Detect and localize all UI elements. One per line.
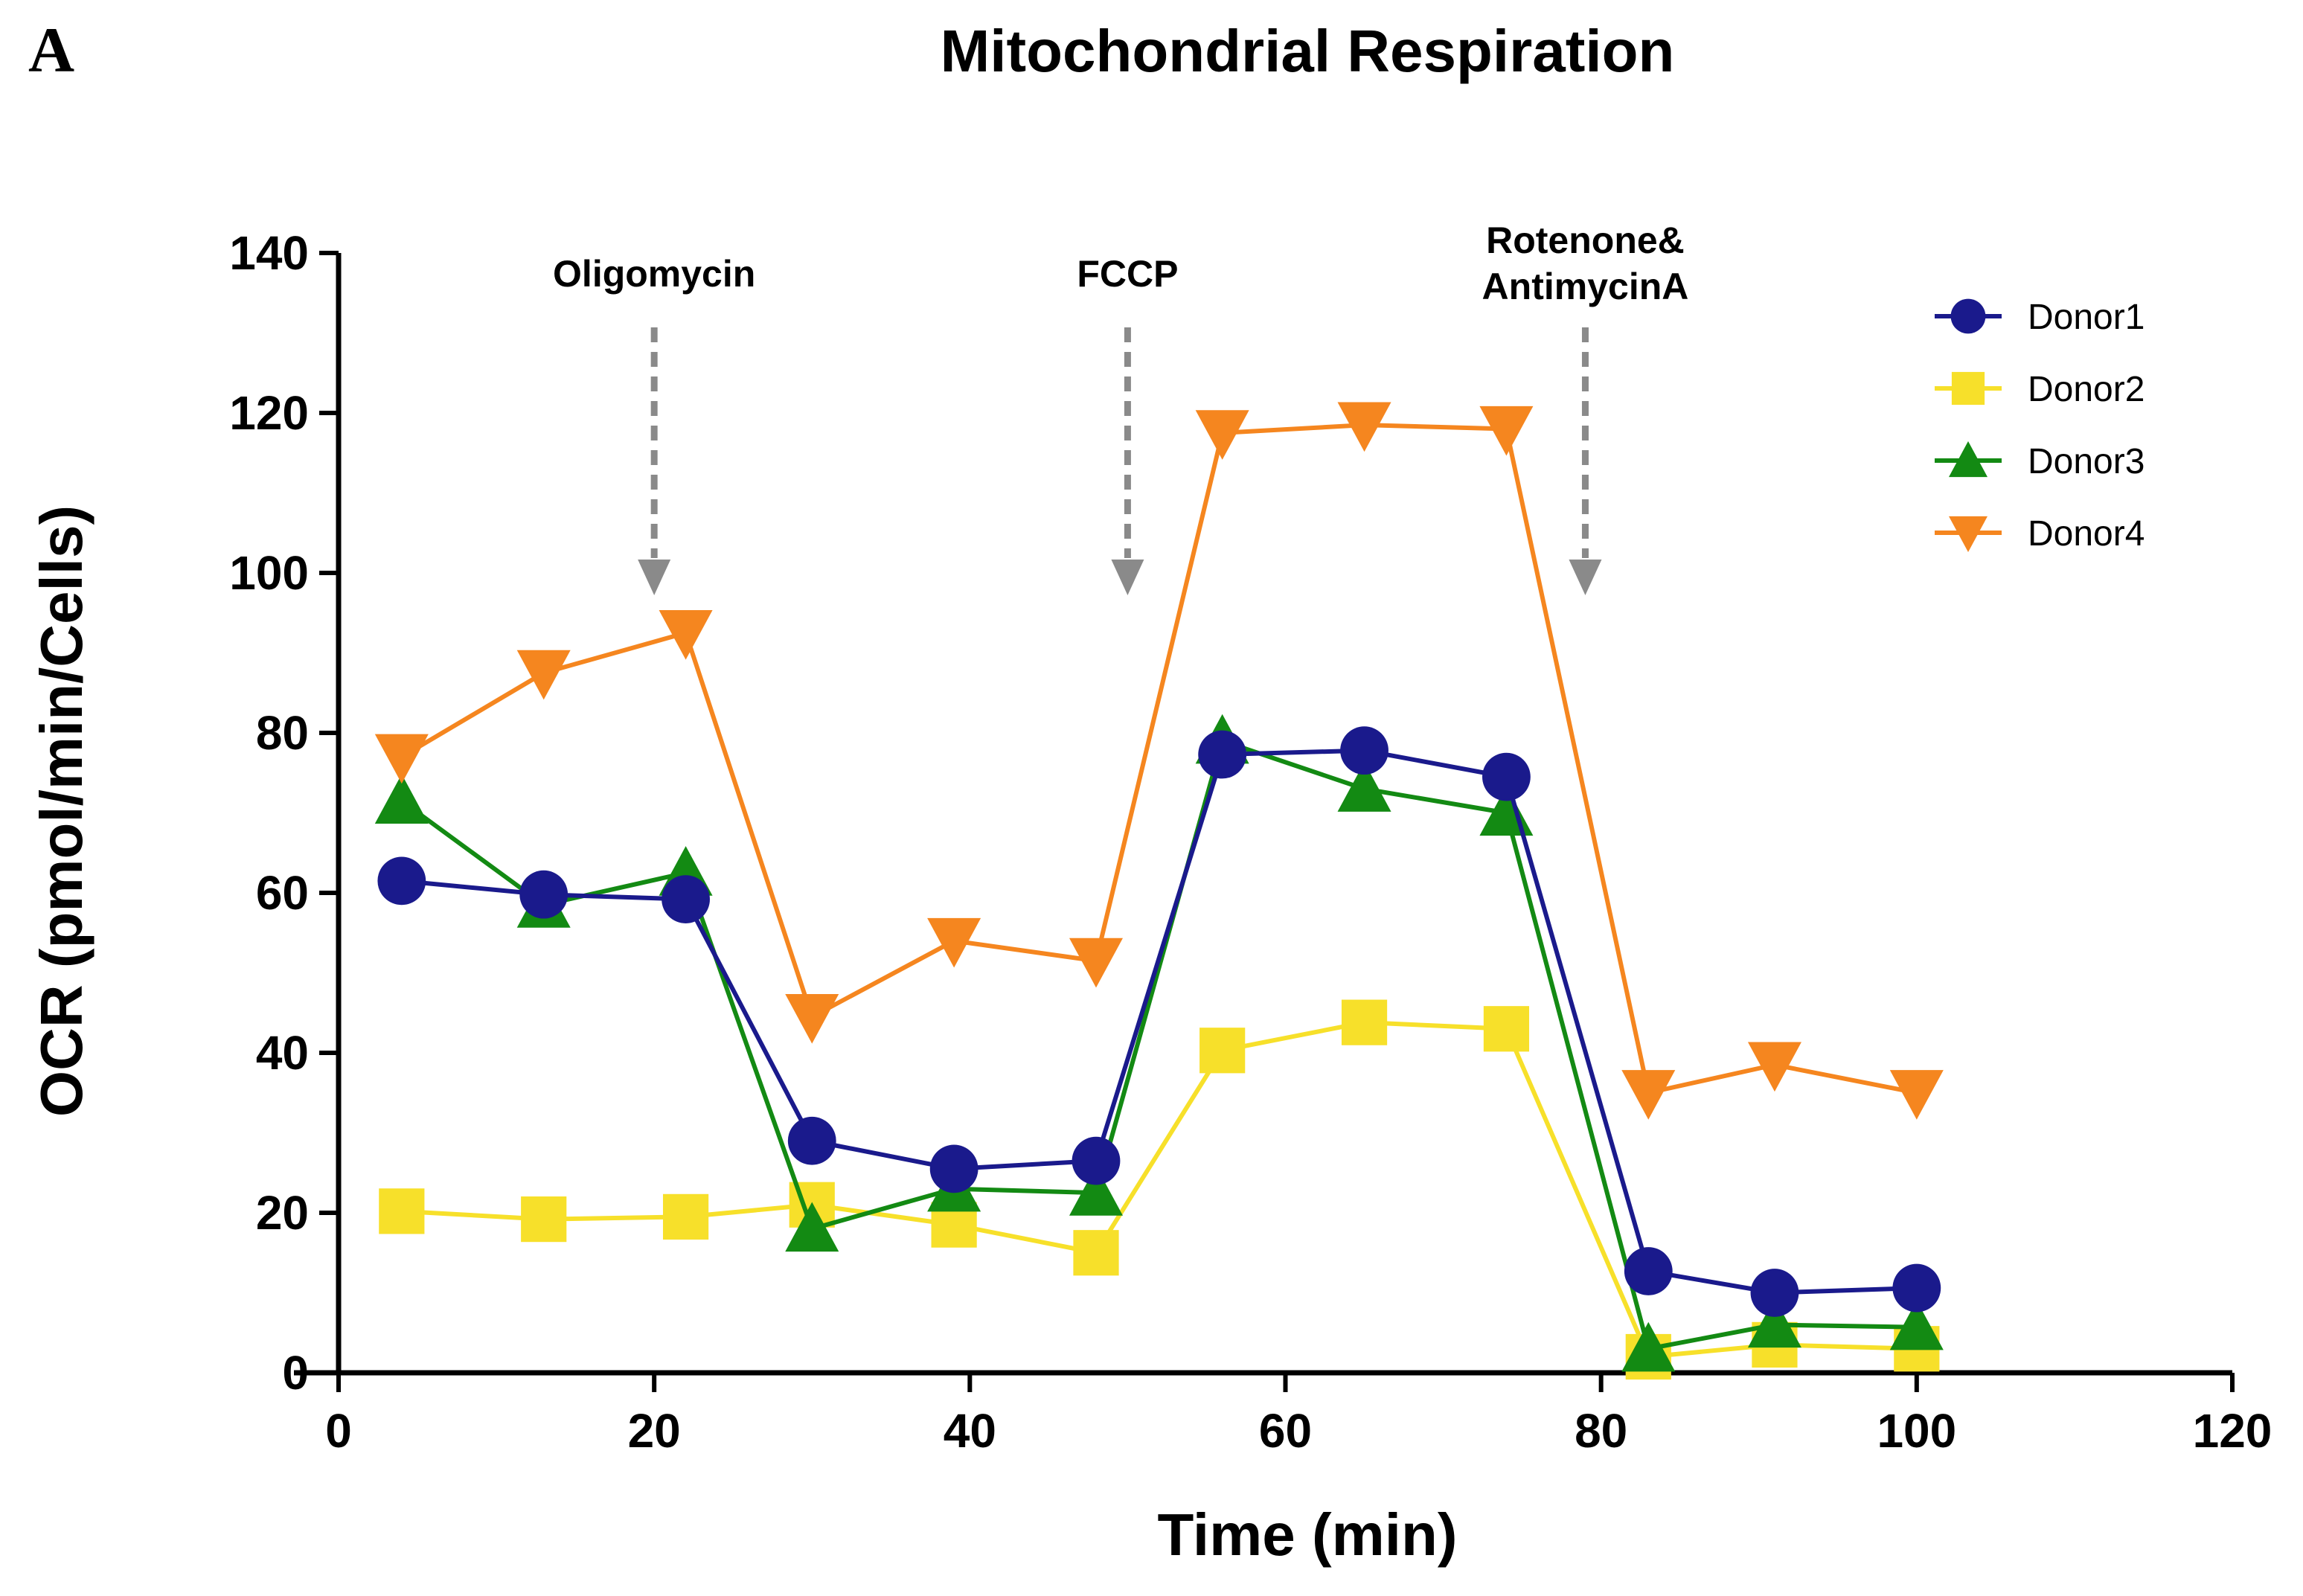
data-point-donor2 — [1073, 1230, 1119, 1276]
x-tick-label: 100 — [1877, 1404, 1956, 1458]
legend-item-donor2: Donor2 — [1935, 370, 2145, 409]
x-axis-label: Time (min) — [1157, 1502, 1457, 1568]
data-point-donor4 — [516, 650, 571, 700]
data-point-donor4 — [1747, 1042, 1801, 1092]
data-point-donor2 — [379, 1188, 425, 1234]
data-point-donor4 — [659, 610, 713, 660]
series-line-donor4 — [400, 423, 1918, 1095]
data-point-donor3 — [374, 774, 429, 824]
data-point-donor1 — [1482, 752, 1531, 801]
legend-marker-donor3 — [1949, 441, 1988, 478]
data-point-donor2 — [521, 1196, 567, 1243]
data-point-donor4 — [1621, 1070, 1676, 1120]
y-tick-label: 120 — [229, 386, 309, 440]
legend-marker-donor4 — [1949, 516, 1988, 552]
y-tick-label: 80 — [256, 706, 309, 760]
annotation-0: Oligomycin — [553, 253, 755, 595]
series-line-donor3 — [400, 738, 1917, 1351]
data-point-donor1 — [519, 870, 568, 919]
x-tick-label: 40 — [944, 1404, 996, 1458]
axes: 0 20 40 60 80 100 120 140 0 20 40 60 80 100 120 — [229, 226, 2272, 1458]
data-point-donor1 — [1750, 1269, 1799, 1317]
legend-item-donor4: Donor4 — [1935, 514, 2145, 554]
legend-item-donor1: Donor1 — [1935, 298, 2145, 337]
data-point-donor1 — [662, 875, 710, 923]
legend-marker-donor1 — [1950, 298, 1986, 334]
legend: Donor1 Donor2 Donor3 Donor4 — [1935, 298, 2145, 554]
data-point-donor4 — [374, 734, 429, 784]
data-point-donor3 — [785, 1202, 839, 1252]
y-tick-label: 100 — [229, 546, 309, 600]
annotation-1: FCCP — [1077, 253, 1178, 595]
annotation-text: Rotenone& — [1486, 219, 1685, 261]
panel-label: A — [28, 14, 74, 86]
x-tick-label: 80 — [1575, 1404, 1627, 1458]
data-point-donor1 — [929, 1144, 978, 1193]
series-donor1 — [377, 726, 1941, 1317]
series-donor4 — [374, 402, 1944, 1120]
x-tick-label: 0 — [325, 1404, 352, 1458]
data-point-donor1 — [1340, 726, 1388, 775]
x-tick-label: 60 — [1259, 1404, 1312, 1458]
data-point-donor2 — [662, 1193, 709, 1240]
data-point-donor3 — [1889, 1300, 1944, 1350]
data-point-donor2 — [1483, 1006, 1530, 1052]
data-point-donor1 — [1072, 1136, 1121, 1185]
data-point-donor4 — [927, 917, 981, 968]
data-point-donor4 — [1337, 402, 1391, 452]
series-line-donor2 — [401, 1020, 1917, 1359]
data-point-donor1 — [787, 1116, 836, 1165]
x-tick-label: 120 — [2193, 1404, 2272, 1458]
legend-label: Donor1 — [2028, 298, 2145, 337]
legend-label: Donor3 — [2028, 442, 2145, 481]
y-tick-label: 20 — [256, 1186, 309, 1240]
annotation-text: Oligomycin — [553, 253, 755, 295]
y-tick-label: 0 — [282, 1346, 309, 1400]
legend-label: Donor4 — [2028, 514, 2145, 554]
data-point-donor4 — [785, 994, 839, 1044]
series-line-donor1 — [401, 748, 1917, 1295]
data-point-donor3 — [1621, 1321, 1676, 1372]
y-tick-label: 60 — [256, 866, 309, 920]
x-tick-label: 20 — [628, 1404, 681, 1458]
legend-marker-donor2 — [1951, 371, 1985, 406]
data-point-donor3 — [1337, 762, 1391, 812]
y-axis-label: OCR (pmol/min/Cells) — [28, 505, 95, 1117]
annotation-arrow-head — [638, 560, 671, 595]
data-point-donor3 — [1069, 1166, 1123, 1216]
annotation-arrow-head — [1569, 560, 1602, 595]
data-point-donor4 — [1069, 938, 1123, 988]
annotation-text: AntimycinA — [1482, 266, 1689, 307]
annotations: Oligomycin FCCP Rotenone&AntimycinA — [553, 219, 1688, 595]
data-point-donor1 — [377, 856, 426, 906]
y-tick-label: 40 — [256, 1026, 309, 1080]
data-point-donor1 — [1892, 1263, 1941, 1313]
legend-label: Donor2 — [2028, 370, 2145, 409]
data-point-donor2 — [1199, 1028, 1246, 1074]
legend-item-donor3: Donor3 — [1935, 441, 2145, 481]
data-point-donor4 — [1195, 410, 1249, 460]
chart-title: Mitochondrial Respiration — [941, 18, 1675, 84]
data-point-donor4 — [1889, 1070, 1944, 1120]
series-donor2 — [379, 999, 1940, 1380]
annotation-arrow-head — [1111, 560, 1144, 595]
data-point-donor1 — [1198, 730, 1247, 779]
data-point-donor1 — [1624, 1247, 1673, 1295]
series-layer — [374, 402, 1944, 1380]
series-donor3 — [374, 714, 1944, 1372]
annotation-text: FCCP — [1077, 253, 1178, 295]
data-point-donor2 — [1341, 999, 1388, 1045]
annotation-2: Rotenone&AntimycinA — [1482, 219, 1689, 595]
data-point-donor3 — [1747, 1298, 1801, 1348]
data-point-donor4 — [1479, 406, 1534, 456]
y-tick-label: 140 — [229, 226, 309, 280]
